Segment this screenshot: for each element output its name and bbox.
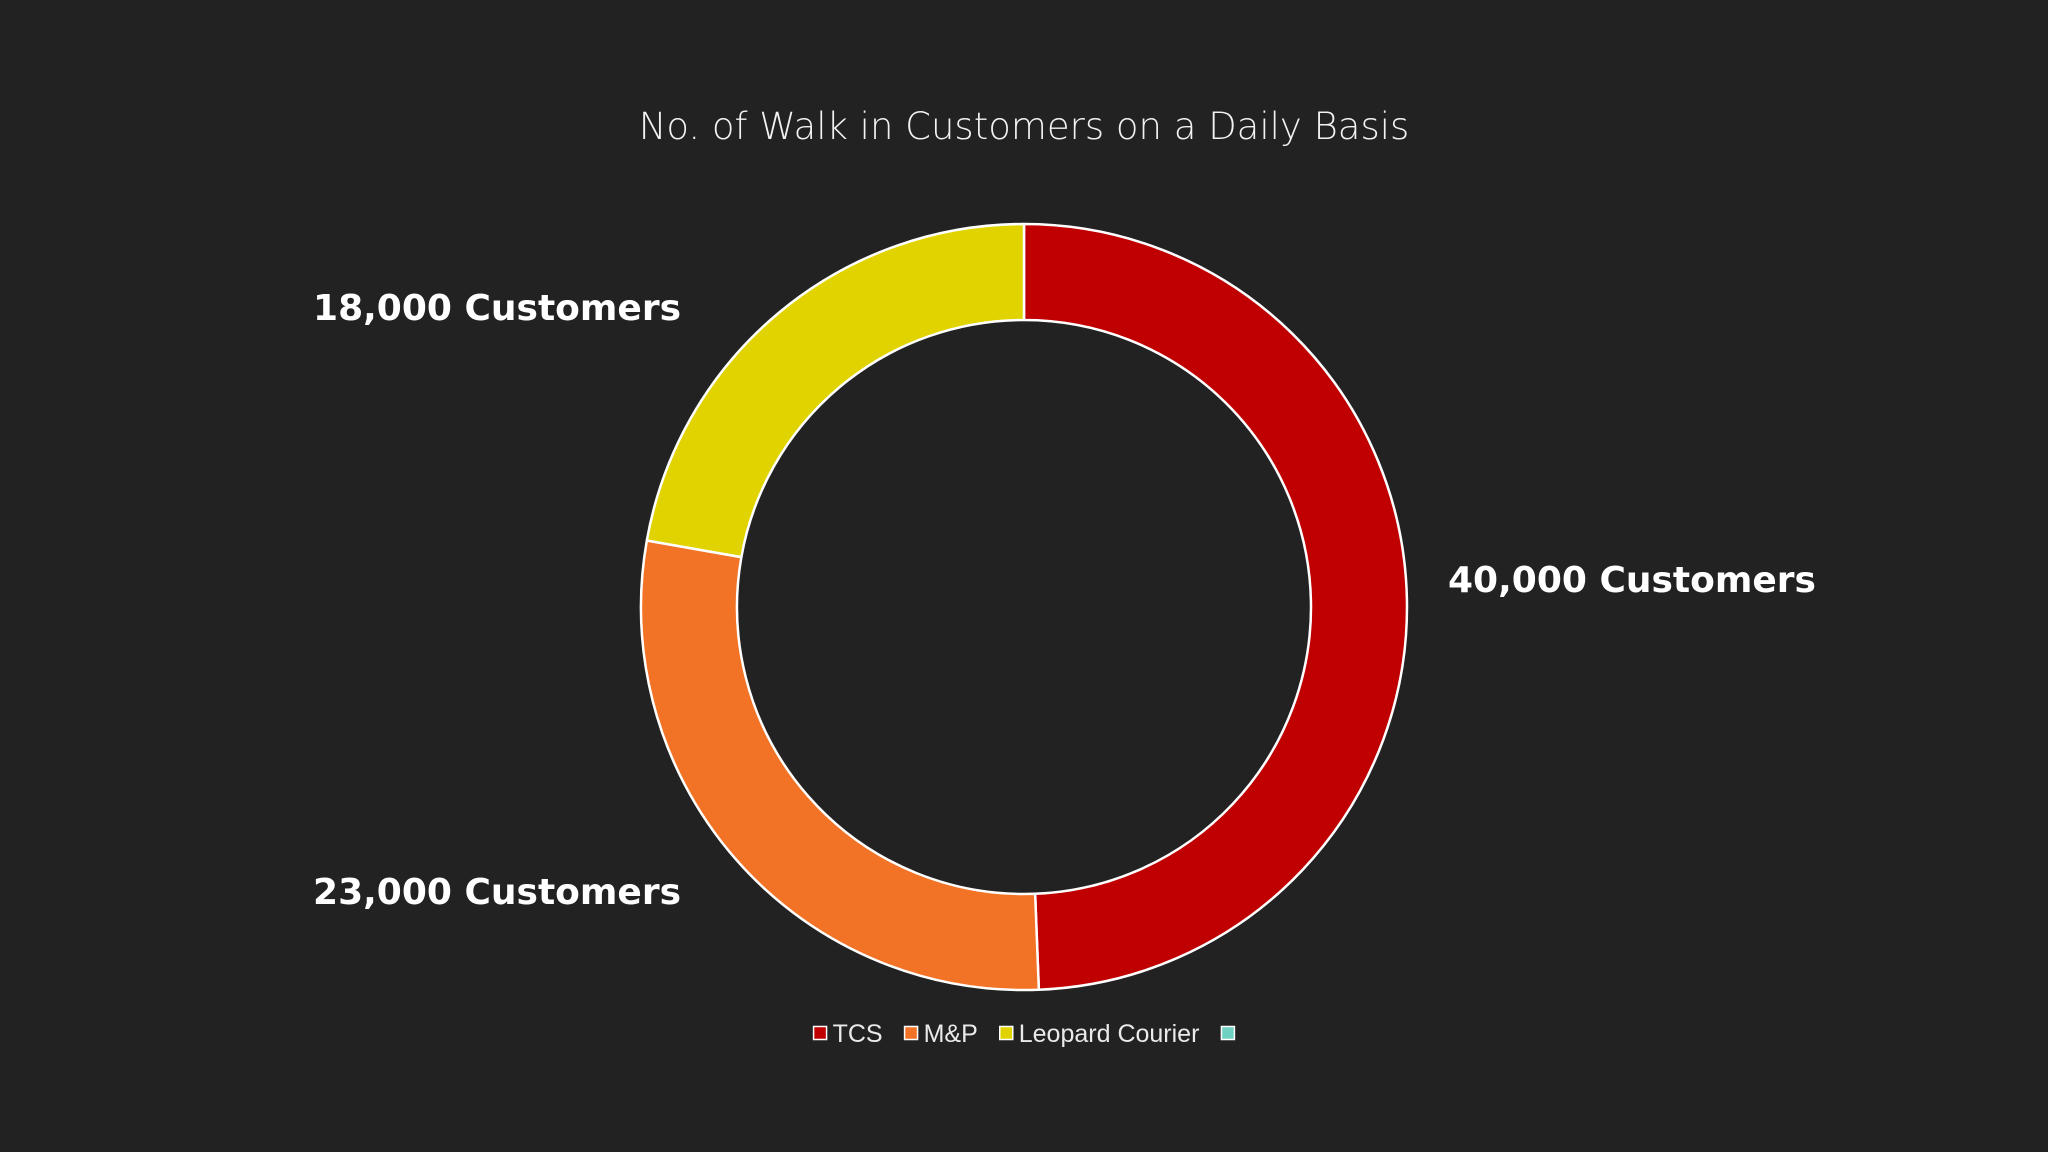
legend-swatch-leopard-courier — [999, 1025, 1014, 1041]
slice-m-p — [639, 539, 1041, 992]
legend-label-tcs: TCS — [833, 1020, 883, 1048]
data-label-tcs: 40,000 Customers — [1448, 560, 1816, 601]
data-label-leopard-courier: 18,000 Customers — [313, 288, 681, 329]
legend-swatch-unnamed — [1220, 1025, 1236, 1041]
slice-tcs — [1022, 222, 1409, 991]
legend: TCS M&P Leopard Courier — [812, 1020, 1236, 1048]
legend-swatch-tcs — [812, 1025, 828, 1041]
data-label-m-p: 23,000 Customers — [313, 872, 681, 913]
data-labels-group: 40,000 Customers 23,000 Customers 18,000 C… — [313, 288, 1816, 913]
chart-title: No. of Walk in Customers on a Daily Basi… — [639, 105, 1410, 148]
slice-leopard-courier — [645, 222, 1026, 559]
legend-label-leopard-courier: Leopard Courier — [1019, 1020, 1200, 1048]
legend-label-m-p: M&P — [924, 1020, 978, 1048]
legend-swatch-m-p — [903, 1025, 919, 1041]
slices-group — [639, 222, 1409, 992]
